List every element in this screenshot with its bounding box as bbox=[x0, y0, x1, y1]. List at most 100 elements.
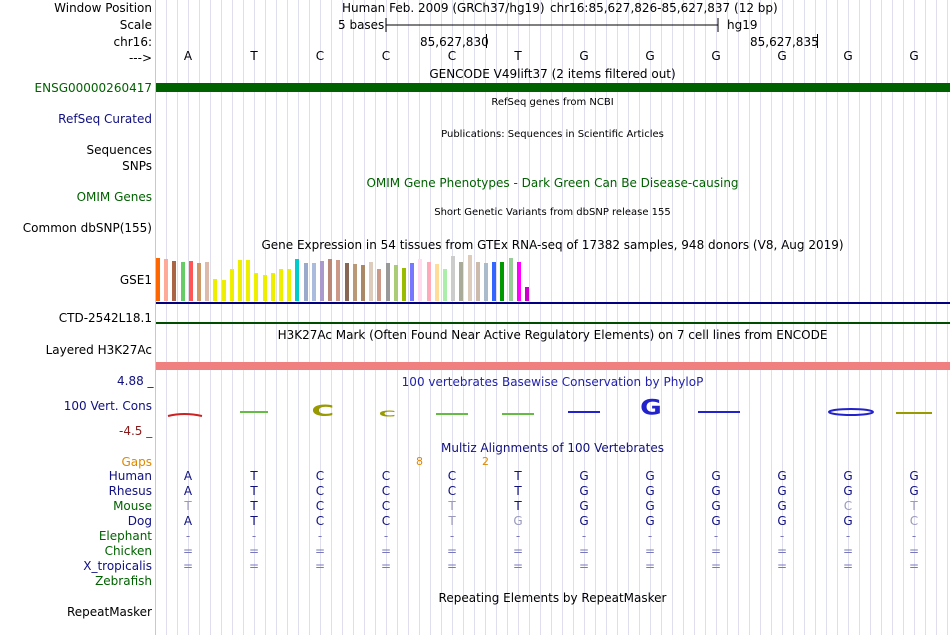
gtex-tissue-bar[interactable] bbox=[262, 275, 267, 301]
gtex-tissue-bar[interactable] bbox=[164, 259, 169, 301]
aligned-base: G bbox=[579, 484, 589, 498]
gtex-tissue-bar[interactable] bbox=[475, 262, 480, 301]
gtex-tissue-bar[interactable] bbox=[188, 261, 193, 301]
refseq-track-title[interactable]: RefSeq genes from NCBI bbox=[491, 97, 614, 108]
species-label[interactable]: Rhesus bbox=[108, 484, 152, 498]
gtex-tissue-bar[interactable] bbox=[254, 273, 259, 301]
gtex-tissue-bar[interactable] bbox=[229, 269, 234, 301]
species-label[interactable]: Chicken bbox=[104, 544, 152, 558]
aligned-base: = bbox=[842, 544, 854, 558]
gtex-tissue-bar[interactable] bbox=[426, 262, 431, 301]
gtex-expression-bars[interactable] bbox=[156, 254, 536, 301]
reference-base: G bbox=[645, 49, 655, 63]
gtex-tissue-bar[interactable] bbox=[525, 287, 529, 301]
grid-line bbox=[298, 0, 299, 635]
grid-line bbox=[771, 0, 772, 635]
scale-bar bbox=[385, 18, 719, 32]
gtex-tissue-bar[interactable] bbox=[311, 263, 316, 301]
aligned-base: - bbox=[911, 529, 917, 543]
gtex-tissue-bar[interactable] bbox=[434, 264, 439, 301]
gtex-gene-label-2[interactable]: CTD-2542L18.1 bbox=[58, 311, 152, 325]
gtex-tissue-bar[interactable] bbox=[385, 263, 390, 301]
cons-track-label[interactable]: 100 Vert. Cons bbox=[63, 399, 152, 413]
gtex-tissue-bar[interactable] bbox=[320, 261, 324, 301]
grid-line bbox=[661, 0, 662, 635]
gtex-tissue-bar[interactable] bbox=[516, 262, 521, 301]
gencode-gene-label[interactable]: ENSG00000260417 bbox=[34, 81, 152, 95]
grid-line bbox=[551, 0, 552, 635]
h3k27ac-signal-bar[interactable] bbox=[156, 362, 950, 370]
dbsnp-track-label[interactable]: Common dbSNP(155) bbox=[22, 221, 152, 235]
gtex-tissue-bar[interactable] bbox=[156, 258, 160, 301]
publications-label-sequences[interactable]: Sequences bbox=[86, 143, 152, 157]
refseq-track-label[interactable]: RefSeq Curated bbox=[58, 112, 152, 126]
species-label[interactable]: Dog bbox=[127, 514, 152, 528]
gtex-tissue-bar[interactable] bbox=[197, 263, 201, 301]
species-label[interactable]: Human bbox=[108, 469, 152, 483]
gtex-tissue-bar[interactable] bbox=[361, 265, 365, 301]
gtex-tissue-bar[interactable] bbox=[221, 280, 226, 301]
aligned-base: C bbox=[381, 499, 391, 513]
grid-line bbox=[221, 0, 222, 635]
gtex-tissue-bar[interactable] bbox=[180, 262, 185, 301]
gtex-tissue-bar[interactable] bbox=[451, 256, 456, 301]
gtex-track-title[interactable]: Gene Expression in 54 tissues from GTEx … bbox=[261, 238, 844, 252]
repeatmasker-track-title[interactable]: Repeating Elements by RepeatMasker bbox=[438, 591, 667, 605]
gtex-tissue-bar[interactable] bbox=[295, 259, 300, 301]
gtex-tissue-bar[interactable] bbox=[443, 269, 447, 301]
h3k27ac-track-label[interactable]: Layered H3K27Ac bbox=[45, 343, 152, 357]
h3k27ac-track-title[interactable]: H3K27Ac Mark (Often Found Near Active Re… bbox=[277, 328, 828, 342]
gtex-tissue-bar[interactable] bbox=[418, 259, 423, 301]
species-label[interactable]: X_tropicalis bbox=[83, 559, 152, 573]
gtex-tissue-bar[interactable] bbox=[492, 262, 497, 301]
multiz-track-title[interactable]: Multiz Alignments of 100 Vertebrates bbox=[440, 441, 665, 455]
publications-label-snps[interactable]: SNPs bbox=[122, 159, 152, 173]
gtex-tissue-bar[interactable] bbox=[172, 261, 177, 301]
publications-track-title[interactable]: Publications: Sequences in Scientific Ar… bbox=[441, 129, 664, 140]
cons-track-title[interactable]: 100 vertebrates Basewise Conservation by… bbox=[401, 375, 704, 389]
grid-line bbox=[518, 0, 519, 635]
grid-line bbox=[287, 0, 288, 635]
aligned-base: G bbox=[579, 514, 589, 528]
gtex-tissue-bar[interactable] bbox=[246, 260, 251, 301]
gtex-tissue-bar[interactable] bbox=[328, 259, 333, 301]
window-position-label: Window Position bbox=[54, 1, 152, 15]
gtex-tissue-bar[interactable] bbox=[279, 269, 283, 301]
gencode-track-title[interactable]: GENCODE V49lift37 (2 items filtered out) bbox=[429, 67, 676, 81]
aligned-base: = bbox=[710, 544, 722, 558]
gtex-tissue-bar[interactable] bbox=[270, 273, 275, 301]
gencode-gene-bar[interactable] bbox=[156, 83, 950, 92]
gtex-tissue-bar[interactable] bbox=[287, 269, 292, 301]
gtex-tissue-bar[interactable] bbox=[402, 268, 406, 301]
gtex-tissue-bar[interactable] bbox=[484, 263, 488, 301]
omim-track-title[interactable]: OMIM Gene Phenotypes - Dark Green Can Be… bbox=[366, 176, 739, 190]
species-label[interactable]: Zebrafish bbox=[95, 574, 152, 588]
gtex-tissue-bar[interactable] bbox=[303, 263, 308, 301]
omim-track-label[interactable]: OMIM Genes bbox=[76, 190, 152, 204]
repeatmasker-track-label[interactable]: RepeatMasker bbox=[66, 605, 152, 619]
gtex-tissue-bar[interactable] bbox=[410, 263, 415, 301]
gtex-tissue-bar[interactable] bbox=[205, 262, 210, 301]
gtex-gene-label[interactable]: GSE1 bbox=[119, 273, 152, 287]
ruler-position-1: 85,627,830 bbox=[420, 35, 489, 49]
aligned-base: T bbox=[184, 499, 192, 513]
gtex-tissue-bar[interactable] bbox=[336, 260, 341, 301]
reference-base: C bbox=[447, 49, 457, 63]
aligned-base: - bbox=[647, 529, 653, 543]
gtex-tissue-bar[interactable] bbox=[238, 260, 242, 301]
gtex-tissue-bar[interactable] bbox=[500, 262, 505, 301]
aligned-base: G bbox=[579, 499, 589, 513]
gtex-tissue-bar[interactable] bbox=[508, 258, 513, 301]
gtex-tissue-bar[interactable] bbox=[213, 279, 218, 301]
gtex-tissue-bar[interactable] bbox=[467, 255, 472, 301]
dbsnp-track-title[interactable]: Short Genetic Variants from dbSNP releas… bbox=[434, 207, 671, 218]
gtex-tissue-bar[interactable] bbox=[344, 263, 349, 301]
reference-base: C bbox=[315, 49, 325, 63]
gtex-tissue-bar[interactable] bbox=[369, 262, 374, 301]
gtex-tissue-bar[interactable] bbox=[393, 265, 398, 301]
gtex-tissue-bar[interactable] bbox=[352, 264, 357, 301]
gtex-tissue-bar[interactable] bbox=[459, 262, 464, 301]
gtex-tissue-bar[interactable] bbox=[377, 269, 382, 301]
species-label[interactable]: Mouse bbox=[113, 499, 152, 513]
species-label[interactable]: Elephant bbox=[98, 529, 152, 543]
